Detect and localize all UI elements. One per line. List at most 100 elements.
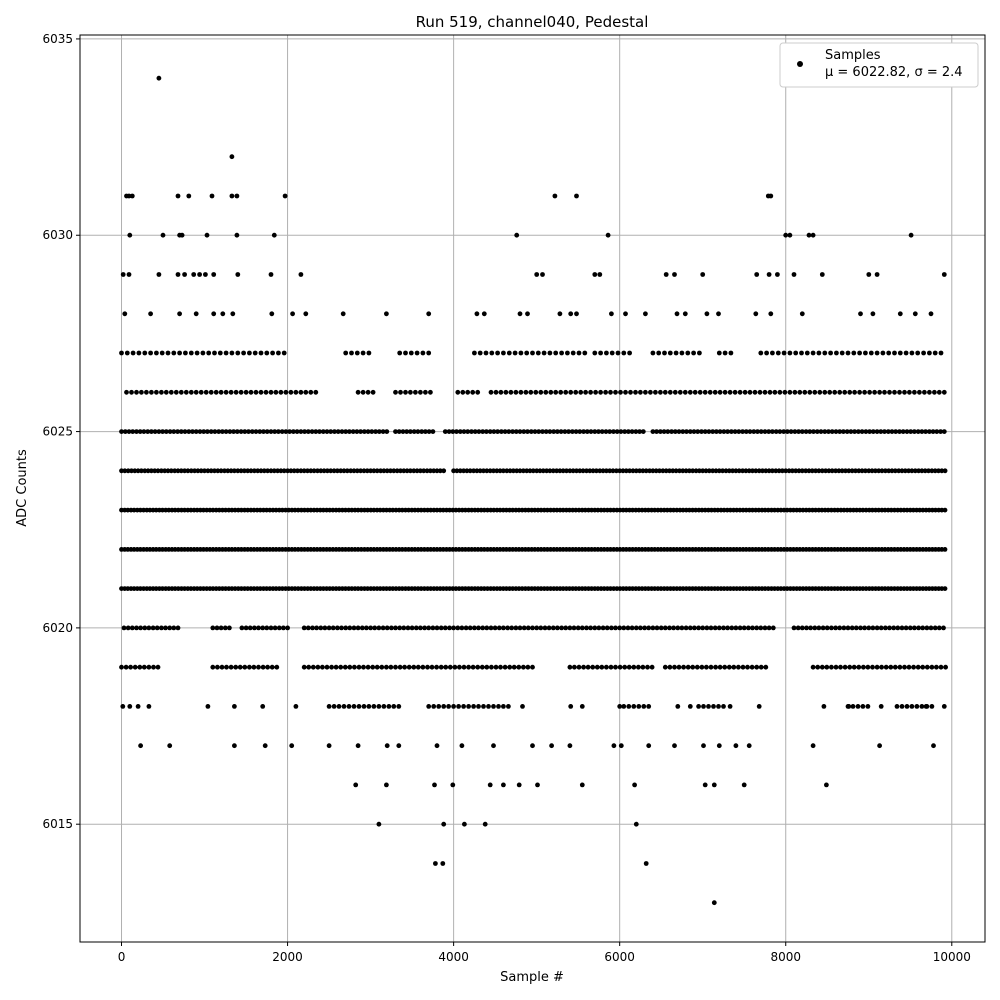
data-point — [621, 350, 627, 356]
data-point — [856, 468, 862, 474]
grid-lines — [80, 35, 985, 942]
data-point — [919, 468, 925, 474]
data-point — [202, 468, 207, 474]
data-point — [217, 350, 223, 356]
data-point — [877, 389, 882, 395]
data-point — [384, 311, 389, 317]
data-point — [146, 625, 152, 631]
data-point — [857, 350, 862, 356]
data-point — [301, 664, 307, 670]
x-tick-label: 6000 — [604, 950, 635, 964]
data-point — [528, 389, 534, 395]
data-point — [590, 468, 596, 474]
data-point — [489, 664, 494, 670]
data-point — [808, 625, 813, 631]
data-point — [193, 311, 199, 317]
data-point — [754, 272, 760, 277]
data-point — [188, 468, 194, 474]
data-point — [687, 704, 693, 709]
data-point — [511, 468, 516, 474]
data-point — [637, 429, 642, 434]
data-point — [833, 429, 839, 434]
data-point — [599, 429, 605, 434]
data-point — [178, 429, 184, 434]
data-point — [335, 625, 340, 631]
data-point — [912, 429, 917, 434]
data-point — [163, 389, 169, 395]
data-point — [525, 664, 531, 670]
data-point — [762, 429, 768, 434]
data-point — [787, 389, 793, 395]
data-point — [514, 232, 520, 238]
data-point — [370, 664, 376, 670]
data-point — [159, 389, 164, 395]
data-point — [252, 468, 257, 474]
data-point — [633, 821, 639, 827]
data-point — [530, 468, 536, 474]
data-point — [398, 389, 403, 395]
data-point — [301, 468, 307, 474]
data-point — [193, 429, 199, 434]
data-point — [124, 350, 130, 356]
data-point — [423, 389, 428, 395]
data-point — [339, 625, 344, 631]
data-point — [441, 704, 447, 709]
data-point — [356, 664, 362, 670]
data-point — [653, 468, 659, 474]
data-point — [685, 350, 691, 356]
data-point — [702, 429, 708, 434]
data-point — [742, 389, 748, 395]
data-point — [826, 429, 831, 434]
data-point — [856, 664, 862, 670]
data-point — [936, 468, 941, 474]
data-point — [547, 350, 553, 356]
data-point — [273, 389, 279, 395]
data-point — [891, 625, 897, 631]
data-point — [716, 468, 722, 474]
data-point — [255, 468, 261, 474]
data-point — [332, 429, 337, 434]
data-point — [335, 468, 340, 474]
data-point — [368, 625, 373, 631]
data-point — [467, 625, 473, 631]
data-point — [885, 429, 891, 434]
data-point — [533, 389, 539, 395]
data-point — [320, 664, 325, 670]
data-point — [486, 704, 491, 709]
data-point — [754, 625, 760, 631]
data-point — [517, 429, 523, 434]
data-point — [491, 468, 496, 474]
data-point — [305, 429, 311, 434]
data-point — [361, 664, 366, 670]
data-point — [899, 704, 905, 709]
data-point — [469, 429, 474, 434]
data-point — [480, 429, 486, 434]
data-point — [177, 311, 183, 317]
data-point — [354, 429, 360, 434]
data-point — [820, 625, 826, 631]
data-point — [594, 468, 599, 474]
data-point — [130, 350, 136, 356]
data-point — [509, 625, 515, 631]
data-point — [408, 429, 413, 434]
y-tick-label: 6035 — [42, 32, 73, 46]
data-point — [807, 429, 813, 434]
data-point — [834, 350, 839, 356]
data-point — [897, 311, 903, 317]
data-point — [291, 468, 297, 474]
data-point — [807, 389, 813, 395]
data-point — [507, 664, 513, 670]
data-point — [641, 704, 647, 709]
data-point — [272, 429, 278, 434]
data-point — [279, 429, 285, 434]
data-point — [942, 507, 948, 513]
data-point — [421, 468, 427, 474]
data-point — [352, 664, 357, 670]
data-point — [922, 389, 927, 395]
data-point — [889, 468, 895, 474]
data-point — [298, 429, 304, 434]
data-point — [512, 350, 518, 356]
data-point — [618, 743, 624, 749]
data-point — [461, 664, 467, 670]
data-point — [156, 272, 162, 277]
